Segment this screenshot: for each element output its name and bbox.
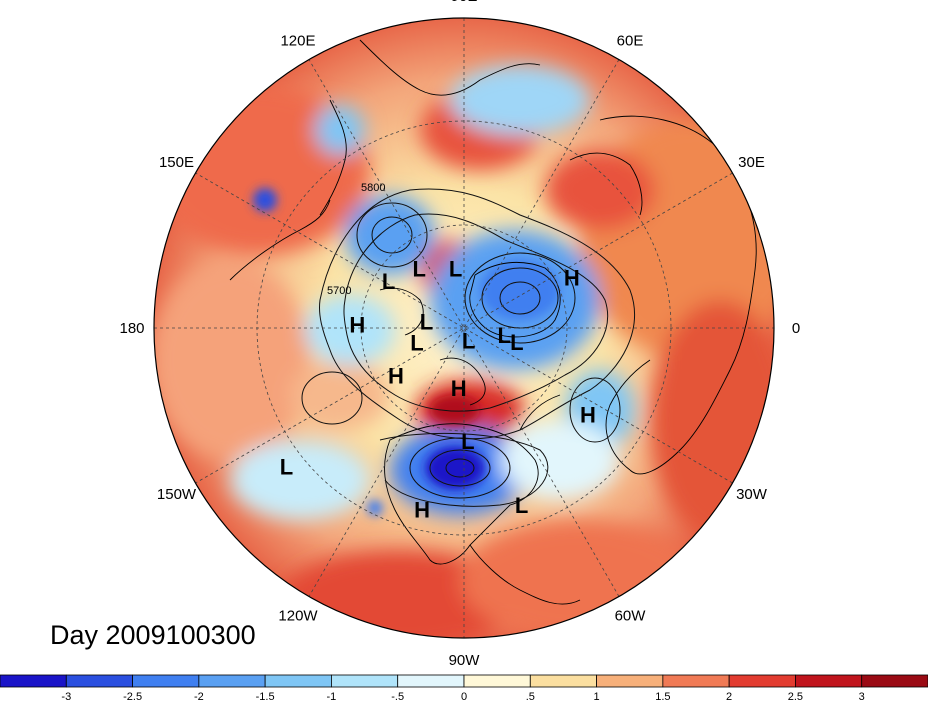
colorbar-swatches: [0, 674, 928, 688]
colorbar-tick-label: 1.5: [655, 691, 670, 702]
longitude-label-0: 0: [792, 320, 800, 337]
high-pressure-marker: H: [451, 376, 467, 401]
low-pressure-marker: L: [497, 323, 510, 348]
colorbar-swatch: [795, 674, 863, 688]
high-pressure-marker: H: [388, 364, 404, 389]
high-pressure-marker: H: [414, 498, 430, 523]
low-pressure-marker: L: [382, 269, 395, 294]
colorbar-swatch: [529, 674, 597, 688]
polar-stereographic-map: 90E 60E 30E 0 30W 60W 90W 120W 150W 180 150E 120E L…: [119, 0, 800, 669]
colorbar-tick-label: -.5: [391, 691, 404, 702]
contour-label-5700: 5700: [327, 285, 351, 297]
low-pressure-marker: L: [461, 429, 474, 454]
longitude-label-30e: 30E: [738, 154, 765, 171]
longitude-label-60w: 60W: [615, 608, 647, 625]
contour-label-5800: 5800: [361, 182, 385, 194]
map-boundary: [153, 17, 775, 639]
colorbar-tick-label: -1: [327, 691, 337, 702]
colorbar-tick-label: -2: [194, 691, 204, 702]
longitude-labels: 90E 60E 30E 0 30W 60W 90W 120W 150W 180 150E 120E: [119, 0, 800, 669]
low-pressure-marker: L: [410, 330, 423, 355]
colorbar-swatch: [0, 674, 67, 688]
colorbar-tick-label: -3: [61, 691, 71, 702]
high-pressure-marker: H: [580, 403, 596, 428]
colorbar-swatch: [331, 674, 399, 688]
longitude-label-120w: 120W: [278, 608, 318, 625]
colorbar-swatch: [65, 674, 133, 688]
longitude-label-150w: 150W: [157, 486, 197, 503]
date-title: Day 2009100300: [50, 620, 256, 650]
colorbar-tick-label: 2: [726, 691, 732, 702]
high-pressure-marker: H: [349, 312, 365, 337]
colorbar-swatch: [861, 674, 928, 688]
coastlines: [229, 39, 757, 605]
low-pressure-marker: L: [462, 329, 475, 354]
height-contours: [301, 188, 635, 507]
colorbar-tick-label: -2.5: [123, 691, 142, 702]
colorbar-labels: -3 -2.5 -2 -1.5 -1 -.5 0 .5 1 1.5 2 2.5 3: [61, 691, 864, 702]
longitude-label-120e: 120E: [280, 33, 315, 50]
anomaly-field: [154, 18, 774, 638]
longitude-label-30w: 30W: [736, 486, 768, 503]
colorbar-swatch: [662, 674, 730, 688]
colorbar-tick-label: 2.5: [788, 691, 803, 702]
low-pressure-marker: L: [412, 257, 425, 282]
longitude-label-60e: 60E: [617, 33, 644, 50]
low-pressure-marker: L: [280, 455, 293, 480]
colorbar-swatch: [596, 674, 664, 688]
colorbar-swatch: [463, 674, 531, 688]
colorbar-tick-label: .5: [526, 691, 535, 702]
colorbar-swatch: [397, 674, 465, 688]
colorbar-tick-label: 3: [859, 691, 865, 702]
low-pressure-marker: L: [449, 256, 462, 281]
graticule: [154, 18, 774, 638]
colorbar-swatch: [198, 674, 266, 688]
low-pressure-marker: L: [515, 493, 528, 518]
high-pressure-marker: H: [564, 266, 580, 291]
colorbar-tick-label: -1.5: [256, 691, 275, 702]
longitude-label-90w: 90W: [449, 652, 481, 669]
low-pressure-marker: L: [420, 309, 433, 334]
colorbar: -3 -2.5 -2 -1.5 -1 -.5 0 .5 1 1.5 2 2.5 3: [0, 674, 928, 702]
colorbar-tick-label: 0: [461, 691, 467, 702]
longitude-label-150e: 150E: [159, 154, 194, 171]
longitude-label-180: 180: [119, 320, 144, 337]
colorbar-swatch: [728, 674, 796, 688]
longitude-label-90e: 90E: [451, 0, 478, 5]
colorbar-swatch: [264, 674, 332, 688]
low-pressure-marker: L: [510, 330, 523, 355]
colorbar-tick-label: 1: [594, 691, 600, 702]
colorbar-swatch: [132, 674, 200, 688]
